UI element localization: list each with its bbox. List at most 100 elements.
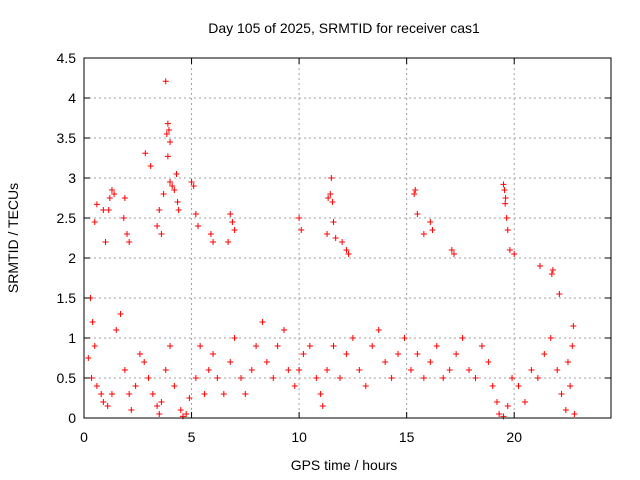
data-point bbox=[504, 403, 511, 409]
data-point bbox=[120, 215, 127, 221]
data-point bbox=[571, 411, 578, 417]
y-tick-label: 1.5 bbox=[57, 290, 77, 306]
data-point bbox=[242, 391, 249, 397]
data-point bbox=[154, 223, 161, 229]
data-point bbox=[173, 171, 180, 177]
data-point bbox=[420, 231, 427, 237]
data-point bbox=[562, 407, 569, 413]
data-point bbox=[171, 383, 178, 389]
data-point bbox=[349, 335, 356, 341]
data-point bbox=[429, 227, 436, 233]
data-point bbox=[192, 211, 199, 217]
data-point bbox=[459, 335, 466, 341]
data-point bbox=[142, 150, 149, 157]
data-point bbox=[124, 231, 131, 237]
data-point bbox=[197, 343, 204, 349]
data-point bbox=[330, 343, 337, 349]
data-point bbox=[126, 239, 133, 245]
x-tick-label: 0 bbox=[80, 429, 88, 445]
y-tick-label: 0.5 bbox=[57, 370, 77, 386]
data-point bbox=[102, 239, 109, 245]
axis-ticks bbox=[83, 57, 611, 419]
data-point bbox=[192, 375, 199, 381]
data-point bbox=[450, 251, 457, 257]
data-point bbox=[412, 187, 419, 193]
data-point bbox=[160, 191, 167, 197]
x-tick-label: 10 bbox=[291, 429, 307, 445]
data-point bbox=[126, 391, 133, 397]
data-point bbox=[169, 183, 176, 189]
data-point bbox=[382, 359, 389, 365]
y-tick-label: 2 bbox=[68, 250, 76, 266]
data-point bbox=[420, 375, 427, 381]
data-point bbox=[177, 407, 184, 413]
data-point bbox=[319, 403, 326, 409]
data-point bbox=[227, 359, 234, 365]
y-tick-label: 3.5 bbox=[57, 130, 77, 146]
data-point bbox=[509, 375, 516, 381]
x-tick-label: 5 bbox=[188, 429, 196, 445]
data-point bbox=[362, 383, 369, 389]
data-point bbox=[145, 375, 152, 381]
data-point bbox=[356, 367, 363, 373]
data-point bbox=[448, 247, 455, 253]
data-point bbox=[188, 179, 195, 185]
x-tick-labels: 0 5 10 15 20 bbox=[80, 429, 522, 445]
data-point bbox=[564, 359, 571, 365]
y-axis-label: SRMTID / TECUs bbox=[5, 183, 21, 293]
data-point bbox=[175, 207, 182, 213]
data-point bbox=[220, 391, 227, 397]
data-point bbox=[231, 227, 238, 233]
data-point bbox=[285, 367, 292, 373]
data-point bbox=[100, 399, 107, 405]
y-tick-label: 1 bbox=[68, 330, 76, 346]
data-point bbox=[183, 411, 190, 417]
data-point bbox=[111, 191, 118, 197]
data-point bbox=[195, 223, 202, 229]
data-point bbox=[489, 383, 496, 389]
data-point bbox=[506, 247, 513, 253]
data-point bbox=[91, 343, 98, 349]
data-point bbox=[201, 391, 208, 397]
data-point bbox=[369, 343, 376, 349]
data-point bbox=[501, 187, 508, 193]
data-point bbox=[229, 219, 236, 225]
y-tick-label: 2.5 bbox=[57, 210, 77, 226]
data-point bbox=[174, 199, 181, 205]
data-point bbox=[558, 391, 565, 397]
data-point bbox=[167, 343, 174, 349]
data-point bbox=[446, 367, 453, 373]
data-point bbox=[414, 351, 421, 357]
data-point bbox=[567, 383, 574, 389]
data-point bbox=[502, 195, 509, 201]
grid-lines bbox=[84, 58, 611, 418]
data-point bbox=[98, 391, 105, 397]
data-point bbox=[336, 375, 343, 381]
data-point bbox=[502, 200, 509, 207]
data-point bbox=[343, 351, 350, 357]
data-point bbox=[556, 291, 563, 297]
data-point bbox=[225, 239, 232, 245]
data-point bbox=[324, 367, 331, 373]
data-point bbox=[108, 391, 115, 397]
data-point bbox=[113, 327, 120, 333]
data-point bbox=[205, 367, 212, 373]
x-tick-label: 20 bbox=[506, 429, 522, 445]
data-point bbox=[147, 163, 154, 169]
data-point bbox=[296, 367, 303, 373]
data-point bbox=[478, 343, 485, 349]
data-point bbox=[141, 359, 148, 365]
data-point bbox=[162, 78, 169, 85]
data-point bbox=[227, 211, 234, 217]
data-point bbox=[324, 231, 331, 237]
data-point bbox=[503, 215, 510, 221]
data-point bbox=[156, 411, 163, 417]
data-point bbox=[325, 195, 332, 201]
data-point bbox=[549, 267, 556, 273]
data-point bbox=[466, 367, 473, 373]
data-point bbox=[395, 351, 402, 357]
data-point bbox=[163, 131, 170, 137]
data-point bbox=[270, 375, 277, 381]
